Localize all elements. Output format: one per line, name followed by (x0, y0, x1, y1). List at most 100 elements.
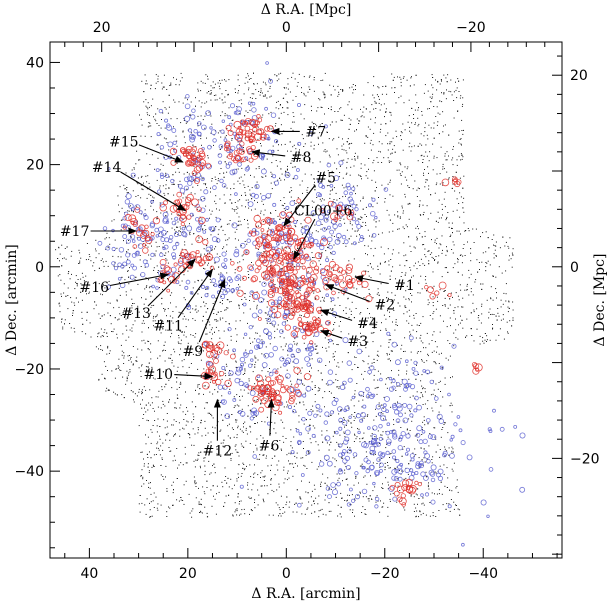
field-point (461, 119, 463, 121)
field-point (326, 150, 328, 152)
field-point (427, 218, 429, 220)
field-point (118, 358, 120, 360)
field-point (259, 94, 261, 96)
field-point (398, 438, 400, 440)
field-point (278, 515, 279, 517)
field-point (400, 183, 402, 185)
field-point (341, 456, 343, 458)
field-point (163, 157, 165, 159)
field-point (169, 439, 171, 441)
field-point (332, 353, 334, 355)
field-point (95, 304, 97, 306)
field-point (393, 378, 395, 380)
field-point (418, 325, 420, 326)
field-point (344, 500, 346, 501)
field-point (379, 263, 381, 265)
field-point (385, 135, 387, 137)
field-point (337, 111, 339, 112)
field-point (238, 85, 240, 86)
field-point (417, 225, 418, 227)
field-point (107, 302, 109, 304)
field-point (341, 457, 343, 459)
field-point (164, 127, 166, 129)
field-point (368, 288, 370, 290)
field-point (130, 390, 132, 392)
field-point (216, 253, 218, 255)
field-point (378, 141, 380, 143)
field-point (206, 101, 208, 103)
field-point (208, 460, 210, 462)
field-point (439, 100, 441, 102)
field-point (170, 82, 172, 84)
field-point (354, 339, 356, 341)
field-point (372, 462, 374, 464)
field-point (432, 93, 434, 95)
field-point (459, 177, 461, 179)
field-point (328, 342, 330, 344)
field-point (292, 178, 294, 180)
field-point (179, 354, 181, 356)
field-point (442, 214, 443, 216)
field-point (381, 322, 382, 324)
field-point (383, 396, 385, 398)
field-point (446, 267, 447, 269)
field-point (458, 230, 460, 232)
field-point (387, 183, 389, 185)
field-point (172, 460, 174, 462)
field-point (340, 217, 342, 219)
field-point (346, 167, 348, 169)
field-point (385, 378, 387, 380)
field-point (405, 298, 407, 300)
field-point (178, 500, 180, 502)
field-point (323, 199, 325, 201)
field-point (181, 248, 183, 250)
field-point (251, 389, 252, 391)
field-point (215, 94, 217, 96)
field-point (90, 336, 92, 338)
field-point (309, 88, 311, 90)
field-point (141, 475, 142, 477)
field-point (380, 373, 382, 375)
field-point (126, 192, 128, 194)
field-point (428, 124, 430, 126)
field-point (338, 366, 340, 368)
field-point (458, 509, 460, 511)
field-point (127, 270, 129, 272)
field-point (156, 443, 158, 445)
field-point (308, 153, 310, 155)
field-point (416, 391, 418, 393)
field-point (392, 430, 394, 432)
field-point (308, 159, 310, 161)
field-point (220, 442, 222, 444)
field-point (343, 383, 345, 385)
field-point (221, 481, 223, 483)
field-point (449, 298, 451, 300)
field-point (435, 472, 437, 474)
field-point (399, 173, 401, 175)
field-point (434, 260, 435, 261)
field-point (141, 188, 143, 190)
field-point (200, 359, 202, 361)
field-point (410, 150, 412, 152)
field-point (449, 343, 451, 344)
field-point (338, 388, 340, 390)
field-point (247, 392, 249, 394)
field-point (230, 335, 232, 337)
field-point (226, 272, 228, 274)
field-point (237, 225, 239, 227)
field-point (433, 350, 435, 352)
field-point (225, 495, 227, 497)
field-point (162, 403, 164, 405)
field-point (433, 155, 435, 157)
field-point (132, 211, 134, 213)
field-point (335, 460, 337, 462)
field-point (256, 447, 258, 449)
field-point (287, 83, 289, 85)
field-point (257, 201, 258, 203)
field-point (194, 281, 196, 283)
field-point (245, 199, 247, 201)
field-point (378, 102, 380, 104)
field-point (165, 138, 167, 140)
field-point (449, 317, 451, 319)
field-point (187, 342, 189, 344)
